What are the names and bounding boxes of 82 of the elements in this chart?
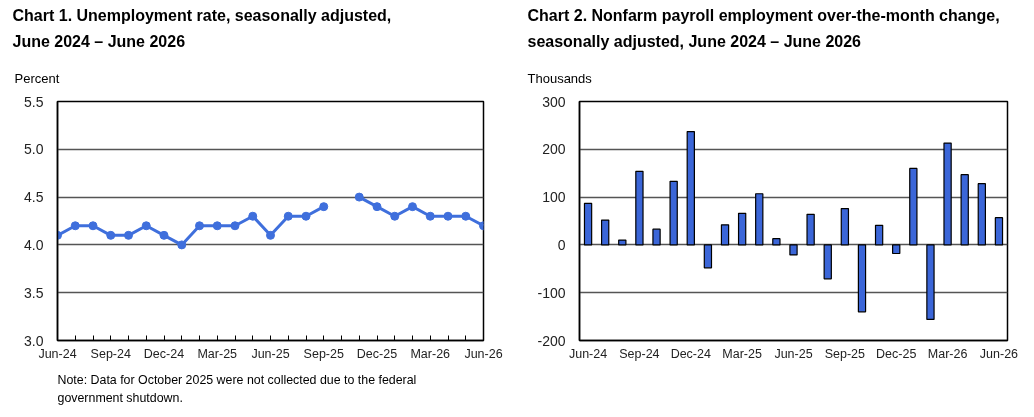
point <box>177 240 187 250</box>
x-tick-label: Dec-24 <box>143 346 185 361</box>
x-tick-label: Sep-25 <box>303 346 344 361</box>
bar <box>840 207 850 246</box>
x-tick-label: Jun-24 <box>568 346 608 361</box>
y-tick-label: 5.0 <box>24 141 44 158</box>
point <box>301 211 311 221</box>
point <box>390 211 400 221</box>
bar <box>789 244 798 256</box>
point <box>443 211 453 221</box>
point <box>106 230 116 240</box>
point <box>141 221 151 231</box>
bar <box>926 244 935 321</box>
point <box>230 221 240 231</box>
bar <box>720 224 730 246</box>
point <box>283 211 293 221</box>
x-tick-label: Mar-25 <box>197 346 238 361</box>
bar <box>669 180 678 246</box>
point <box>195 221 204 231</box>
bar <box>652 228 661 246</box>
point <box>319 202 329 212</box>
bar <box>772 238 781 246</box>
x-tick-label: Sep-24 <box>90 346 131 361</box>
bar <box>892 244 901 255</box>
x-tick-label: Mar-26 <box>927 346 968 361</box>
point <box>408 202 417 212</box>
bar <box>943 142 952 246</box>
x-tick-label: Jun-26 <box>464 346 503 361</box>
x-tick-label: Dec-25 <box>876 346 917 361</box>
point <box>88 221 98 231</box>
y-tick-label: 4.5 <box>24 189 44 206</box>
chart-title: Chart 2. Nonfarm payroll employment over-the-month change, seasonally adjusted, June 2024 – June 2026 <box>527 7 1000 50</box>
bar <box>960 174 969 246</box>
point <box>461 211 471 221</box>
bar <box>635 170 644 246</box>
y-tick-label: 100 <box>542 189 566 206</box>
chart-title: Chart 1. Unemployment rate, seasonally adjusted, June 2024 – June 2026 <box>12 7 392 50</box>
point <box>266 230 275 240</box>
x-tick-label: Sep-24 <box>619 346 660 361</box>
point <box>425 211 435 221</box>
bar <box>583 202 593 246</box>
point <box>124 230 133 240</box>
x-tick-label: Mar-26 <box>410 346 451 361</box>
x-tick-label: Sep-25 <box>824 346 866 361</box>
bar <box>686 131 695 246</box>
point <box>159 230 169 240</box>
bar <box>703 244 713 269</box>
bar <box>874 224 884 246</box>
y-tick-label: 3.0 <box>24 332 44 349</box>
x-tick-label: Jun-25 <box>774 346 813 361</box>
x-tick-label: Dec-25 <box>356 346 398 361</box>
y-tick-label: 0 <box>557 236 566 253</box>
x-tick-label: Jun-26 <box>979 346 1019 361</box>
point <box>212 221 222 231</box>
bar <box>909 167 918 246</box>
point <box>70 221 80 231</box>
bar <box>618 239 627 246</box>
y-tick-label: -100 <box>537 284 566 301</box>
point <box>248 211 258 221</box>
y-tick-label: -200 <box>537 332 566 349</box>
y-axis-title: Thousands <box>527 71 593 86</box>
bar <box>994 217 1004 246</box>
bar <box>977 183 987 246</box>
y-tick-label: 200 <box>542 141 566 158</box>
bar <box>823 244 832 280</box>
text: Note: Data for October 2025 were not collected due to the federal government shutdown. <box>57 372 417 405</box>
point <box>354 192 364 202</box>
bar <box>755 193 764 246</box>
y-tick-label: 300 <box>542 93 566 110</box>
x-tick-label: Jun-25 <box>251 346 290 361</box>
y-tick-label: 3.5 <box>24 284 44 301</box>
y-tick-label: 4.0 <box>24 236 44 253</box>
bar <box>600 219 610 246</box>
bar <box>737 212 747 246</box>
y-tick-label: 5.5 <box>24 93 44 110</box>
y-axis-title: Percent <box>14 71 60 86</box>
bar <box>857 244 867 313</box>
point <box>372 202 382 212</box>
bar <box>806 213 815 246</box>
x-tick-label: Jun-24 <box>38 346 77 361</box>
x-tick-label: Dec-24 <box>670 346 711 361</box>
x-tick-label: Mar-25 <box>722 346 762 361</box>
